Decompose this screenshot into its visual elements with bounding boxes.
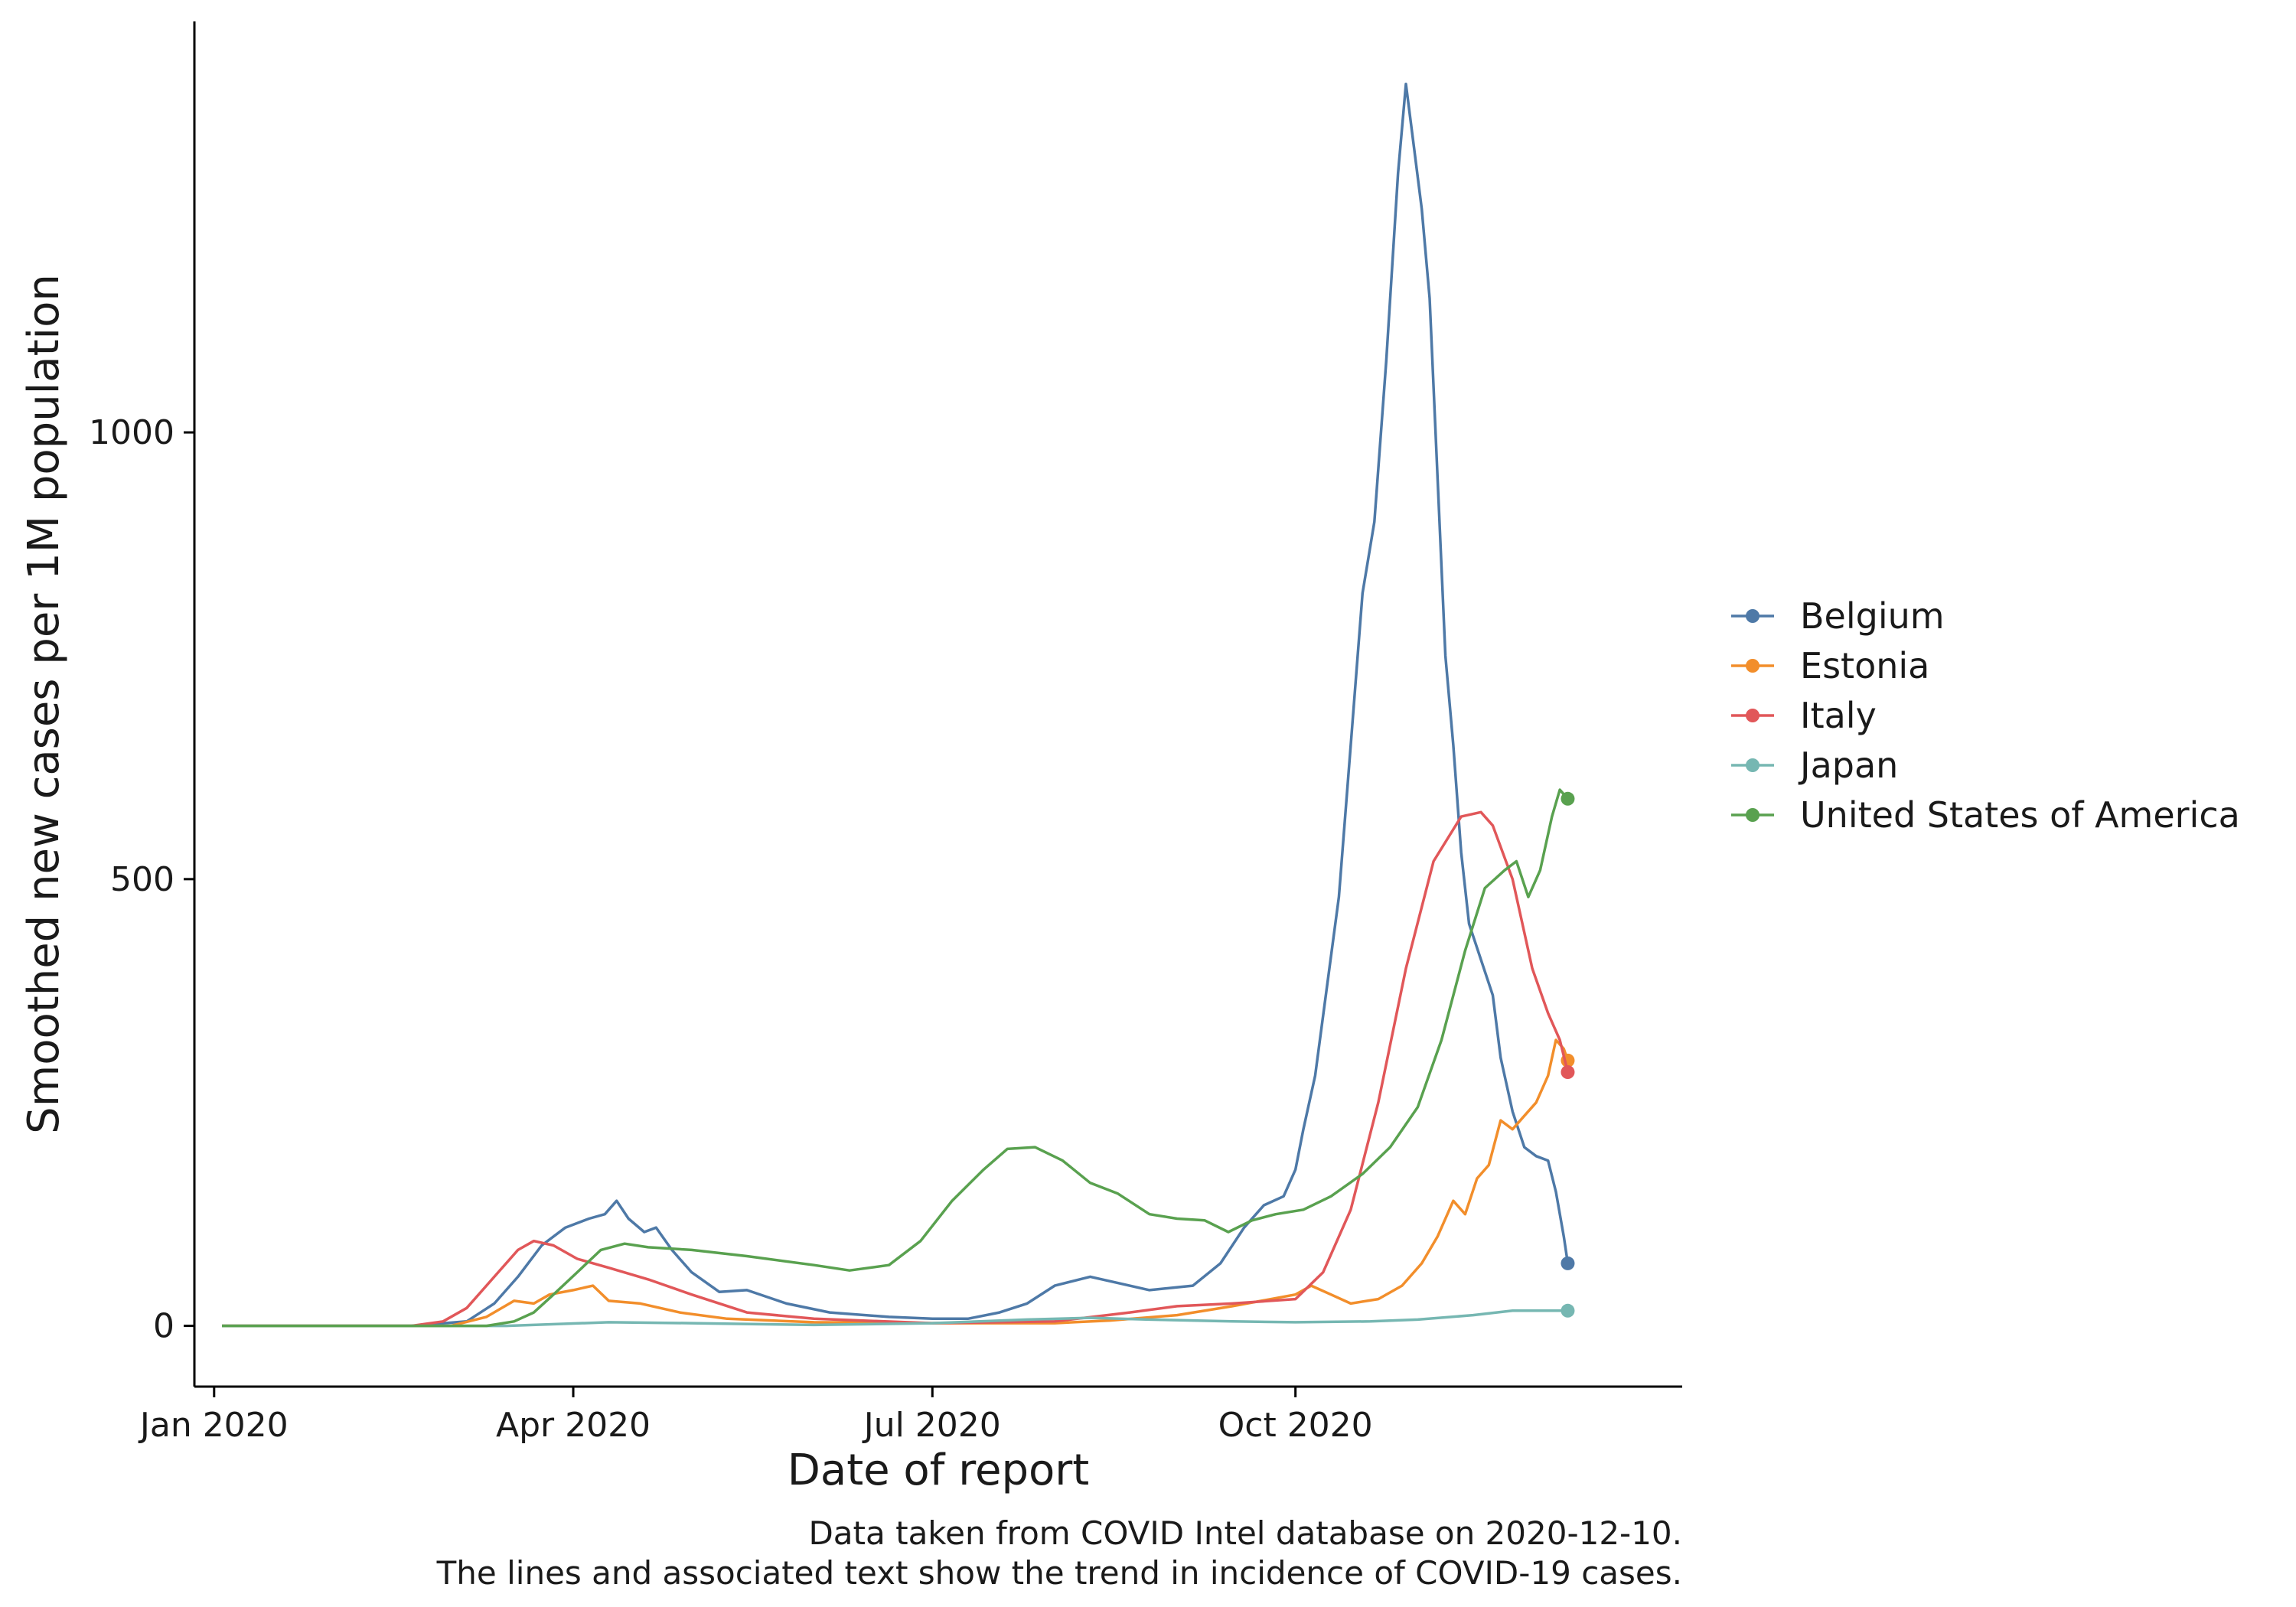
x-tick-label: Apr 2020 [496, 1406, 651, 1445]
legend-swatch-dot [1746, 609, 1760, 623]
series-line-belgium [222, 82, 1570, 1328]
axes [193, 21, 1682, 1388]
series-end-point-united-states-of-america [1561, 791, 1575, 806]
legend-item-united-states-of-america: United States of America [1731, 794, 2240, 836]
plot-area [222, 82, 1575, 1328]
legend-label: Italy [1800, 695, 1877, 736]
y-tick-label: 500 [110, 860, 174, 899]
ticks: Jan 2020 Apr 2020 Jul 2020 Oct 2020 0 500 1000 [89, 413, 1373, 1445]
legend: Belgium Estonia Italy Japan United States of… [1731, 595, 2240, 836]
series-end-point-belgium [1561, 1256, 1575, 1270]
legend-swatch-dot [1746, 808, 1760, 822]
legend-item-italy: Italy [1731, 695, 1877, 736]
legend-item-estonia: Estonia [1731, 645, 1929, 686]
x-axis-title: Date of report [788, 1446, 1089, 1495]
legend-swatch-dot [1746, 659, 1760, 673]
series-end-point-italy [1561, 1065, 1575, 1080]
x-tick-label: Jul 2020 [862, 1406, 1001, 1445]
caption-line-2: The lines and associated text show the t… [436, 1554, 1682, 1592]
series-line-japan [222, 1309, 1568, 1328]
y-tick-label: 0 [153, 1307, 174, 1346]
x-tick-label: Oct 2020 [1218, 1406, 1373, 1445]
legend-swatch-dot [1746, 709, 1760, 722]
legend-label: Belgium [1800, 595, 1945, 637]
series-line-united-states-of-america [222, 788, 1569, 1328]
y-axis-title: Smoothed new cases per 1M population [19, 274, 69, 1134]
series-end-point-japan [1561, 1303, 1575, 1318]
y-tick-label: 1000 [89, 413, 174, 452]
series-line-estonia [222, 1038, 1570, 1328]
legend-swatch-dot [1746, 758, 1760, 772]
legend-label: Japan [1798, 745, 1898, 786]
series-line-italy [222, 810, 1570, 1328]
caption-line-1: Data taken from COVID Intel database on … [808, 1514, 1682, 1552]
legend-item-japan: Japan [1731, 745, 1898, 786]
x-tick-label: Jan 2020 [138, 1406, 289, 1445]
legend-item-belgium: Belgium [1731, 595, 1945, 637]
legend-label: Estonia [1800, 645, 1929, 686]
legend-label: United States of America [1800, 794, 2240, 836]
